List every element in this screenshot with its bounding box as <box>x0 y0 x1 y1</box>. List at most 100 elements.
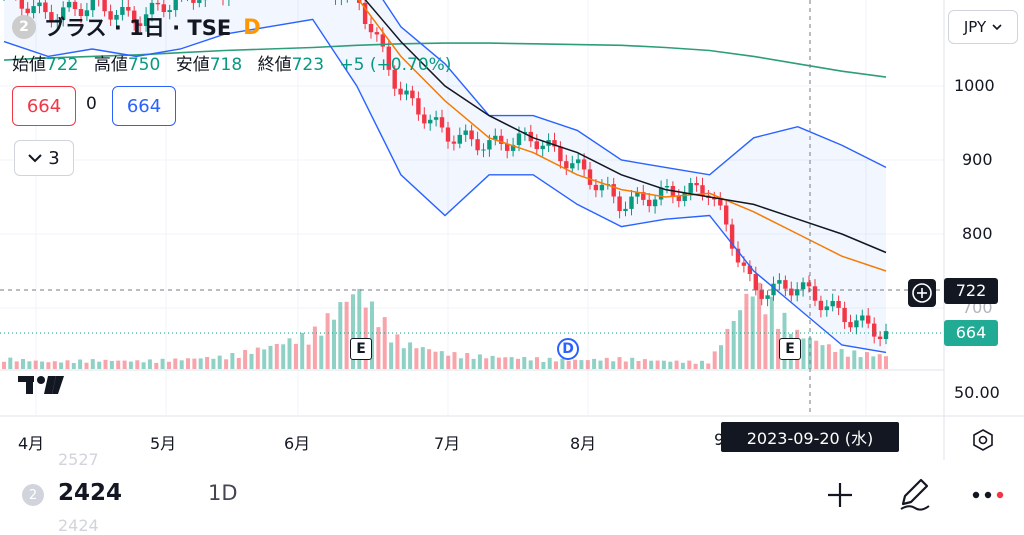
volume-bar <box>97 362 101 369</box>
volume-bar <box>275 344 279 369</box>
volume-bar <box>402 348 406 369</box>
volume-bar <box>8 358 12 369</box>
volume-bar <box>27 361 31 369</box>
volume-bar <box>491 356 495 369</box>
candle-body <box>416 98 420 114</box>
candle-body <box>689 183 693 193</box>
add-alert-icon[interactable] <box>908 279 936 307</box>
change-value: +5 (+0.70%) <box>339 55 451 75</box>
candle-body <box>777 280 781 284</box>
volume-bar <box>656 361 660 370</box>
candle-body <box>754 274 758 290</box>
volume-bar <box>383 317 387 369</box>
candle-body <box>801 282 805 289</box>
open-value: 722 <box>46 55 78 75</box>
volume-bar <box>459 358 463 369</box>
chevron-down-icon <box>28 153 42 163</box>
candle-body <box>191 0 195 3</box>
volume-bar <box>510 357 514 369</box>
symbol-badge: 2 <box>12 15 36 39</box>
spread-value: 0 <box>86 94 97 114</box>
candle-body <box>860 316 864 321</box>
volume-bar <box>497 358 501 369</box>
currency-selector[interactable]: JPY <box>948 10 1018 44</box>
candle-body <box>783 280 787 289</box>
volume-bar <box>586 360 590 369</box>
volume-bar <box>40 362 44 370</box>
sell-price-box[interactable]: 664 <box>12 86 76 126</box>
low-label: 安値 <box>176 55 210 75</box>
volume-bar <box>434 352 438 369</box>
candle-body <box>541 146 545 149</box>
volume-bars <box>2 283 888 369</box>
volume-bar <box>110 361 114 369</box>
symbol-price[interactable]: 2424 <box>58 480 122 506</box>
volume-bar <box>484 358 488 369</box>
volume-bar <box>744 294 748 369</box>
close-label: 終値 <box>258 55 292 75</box>
candle-body <box>558 146 562 161</box>
candle-body <box>37 3 41 7</box>
buy-price-box[interactable]: 664 <box>112 86 176 126</box>
plus-icon[interactable] <box>825 480 855 510</box>
candle-body <box>375 32 379 34</box>
volume-bar <box>516 359 520 369</box>
candle-body <box>623 209 627 211</box>
candle-body <box>73 2 77 9</box>
candle-body <box>398 89 402 95</box>
volume-bar <box>129 362 133 369</box>
candle-body <box>878 337 882 339</box>
candle-body <box>813 286 817 300</box>
candle-body <box>481 150 485 151</box>
volume-bar <box>821 345 825 369</box>
candle-body <box>446 128 450 142</box>
candle-body <box>197 0 201 3</box>
candle-body <box>564 161 568 168</box>
volume-bar <box>243 350 247 369</box>
candle-body <box>854 320 858 327</box>
crosshair-price-tag: 722 <box>944 278 998 304</box>
volume-bar <box>395 334 399 369</box>
volume-bar <box>53 361 57 369</box>
volume-bar <box>256 348 260 369</box>
volume-bar <box>332 320 336 369</box>
candle-body <box>884 331 888 339</box>
volume-bar <box>135 360 139 369</box>
volume-bar <box>770 297 774 369</box>
volume-bar <box>66 360 70 369</box>
chart-title: 2 ブラス · 1日 · TSE D <box>12 12 261 42</box>
volume-bar <box>46 362 50 369</box>
volume-bar <box>116 361 120 369</box>
more-options-icon[interactable] <box>970 488 1006 502</box>
currency-label: JPY <box>964 18 986 36</box>
volume-bar <box>2 362 6 369</box>
price-tick: 900 <box>962 150 993 169</box>
ohlc-legend: 始値722 高値750 安値718 終値723 +5 (+0.70%) <box>12 50 461 75</box>
open-label: 始値 <box>12 55 46 75</box>
timeframe-button[interactable]: 1D <box>208 481 238 505</box>
volume-bar <box>840 349 844 369</box>
volume-bar <box>307 345 311 369</box>
close-value: 723 <box>292 55 324 75</box>
candle-body <box>156 3 160 4</box>
volume-bar <box>548 358 552 369</box>
earnings-event-marker[interactable]: E <box>350 338 372 360</box>
volume-bar <box>694 364 698 369</box>
dividend-event-marker[interactable]: D <box>557 338 579 360</box>
volume-bar <box>630 358 634 369</box>
volume-bar <box>541 362 545 369</box>
volume-bar <box>91 359 95 369</box>
candle-body <box>588 169 592 185</box>
candle-body <box>434 117 438 120</box>
symbol-title[interactable]: ブラス · 1日 · TSE <box>44 12 231 42</box>
candle-body <box>458 135 462 144</box>
candle-body <box>410 91 414 99</box>
candle-body <box>647 200 651 206</box>
indicator-collapse-button[interactable]: 3 <box>14 140 74 176</box>
candle-body <box>629 197 633 209</box>
pen-drawing-icon[interactable] <box>897 476 933 512</box>
earnings-event-marker[interactable]: E <box>779 338 801 360</box>
bottom-bar <box>0 460 1024 527</box>
volume-bar <box>605 358 609 369</box>
settings-hexagon-icon[interactable] <box>970 427 996 453</box>
